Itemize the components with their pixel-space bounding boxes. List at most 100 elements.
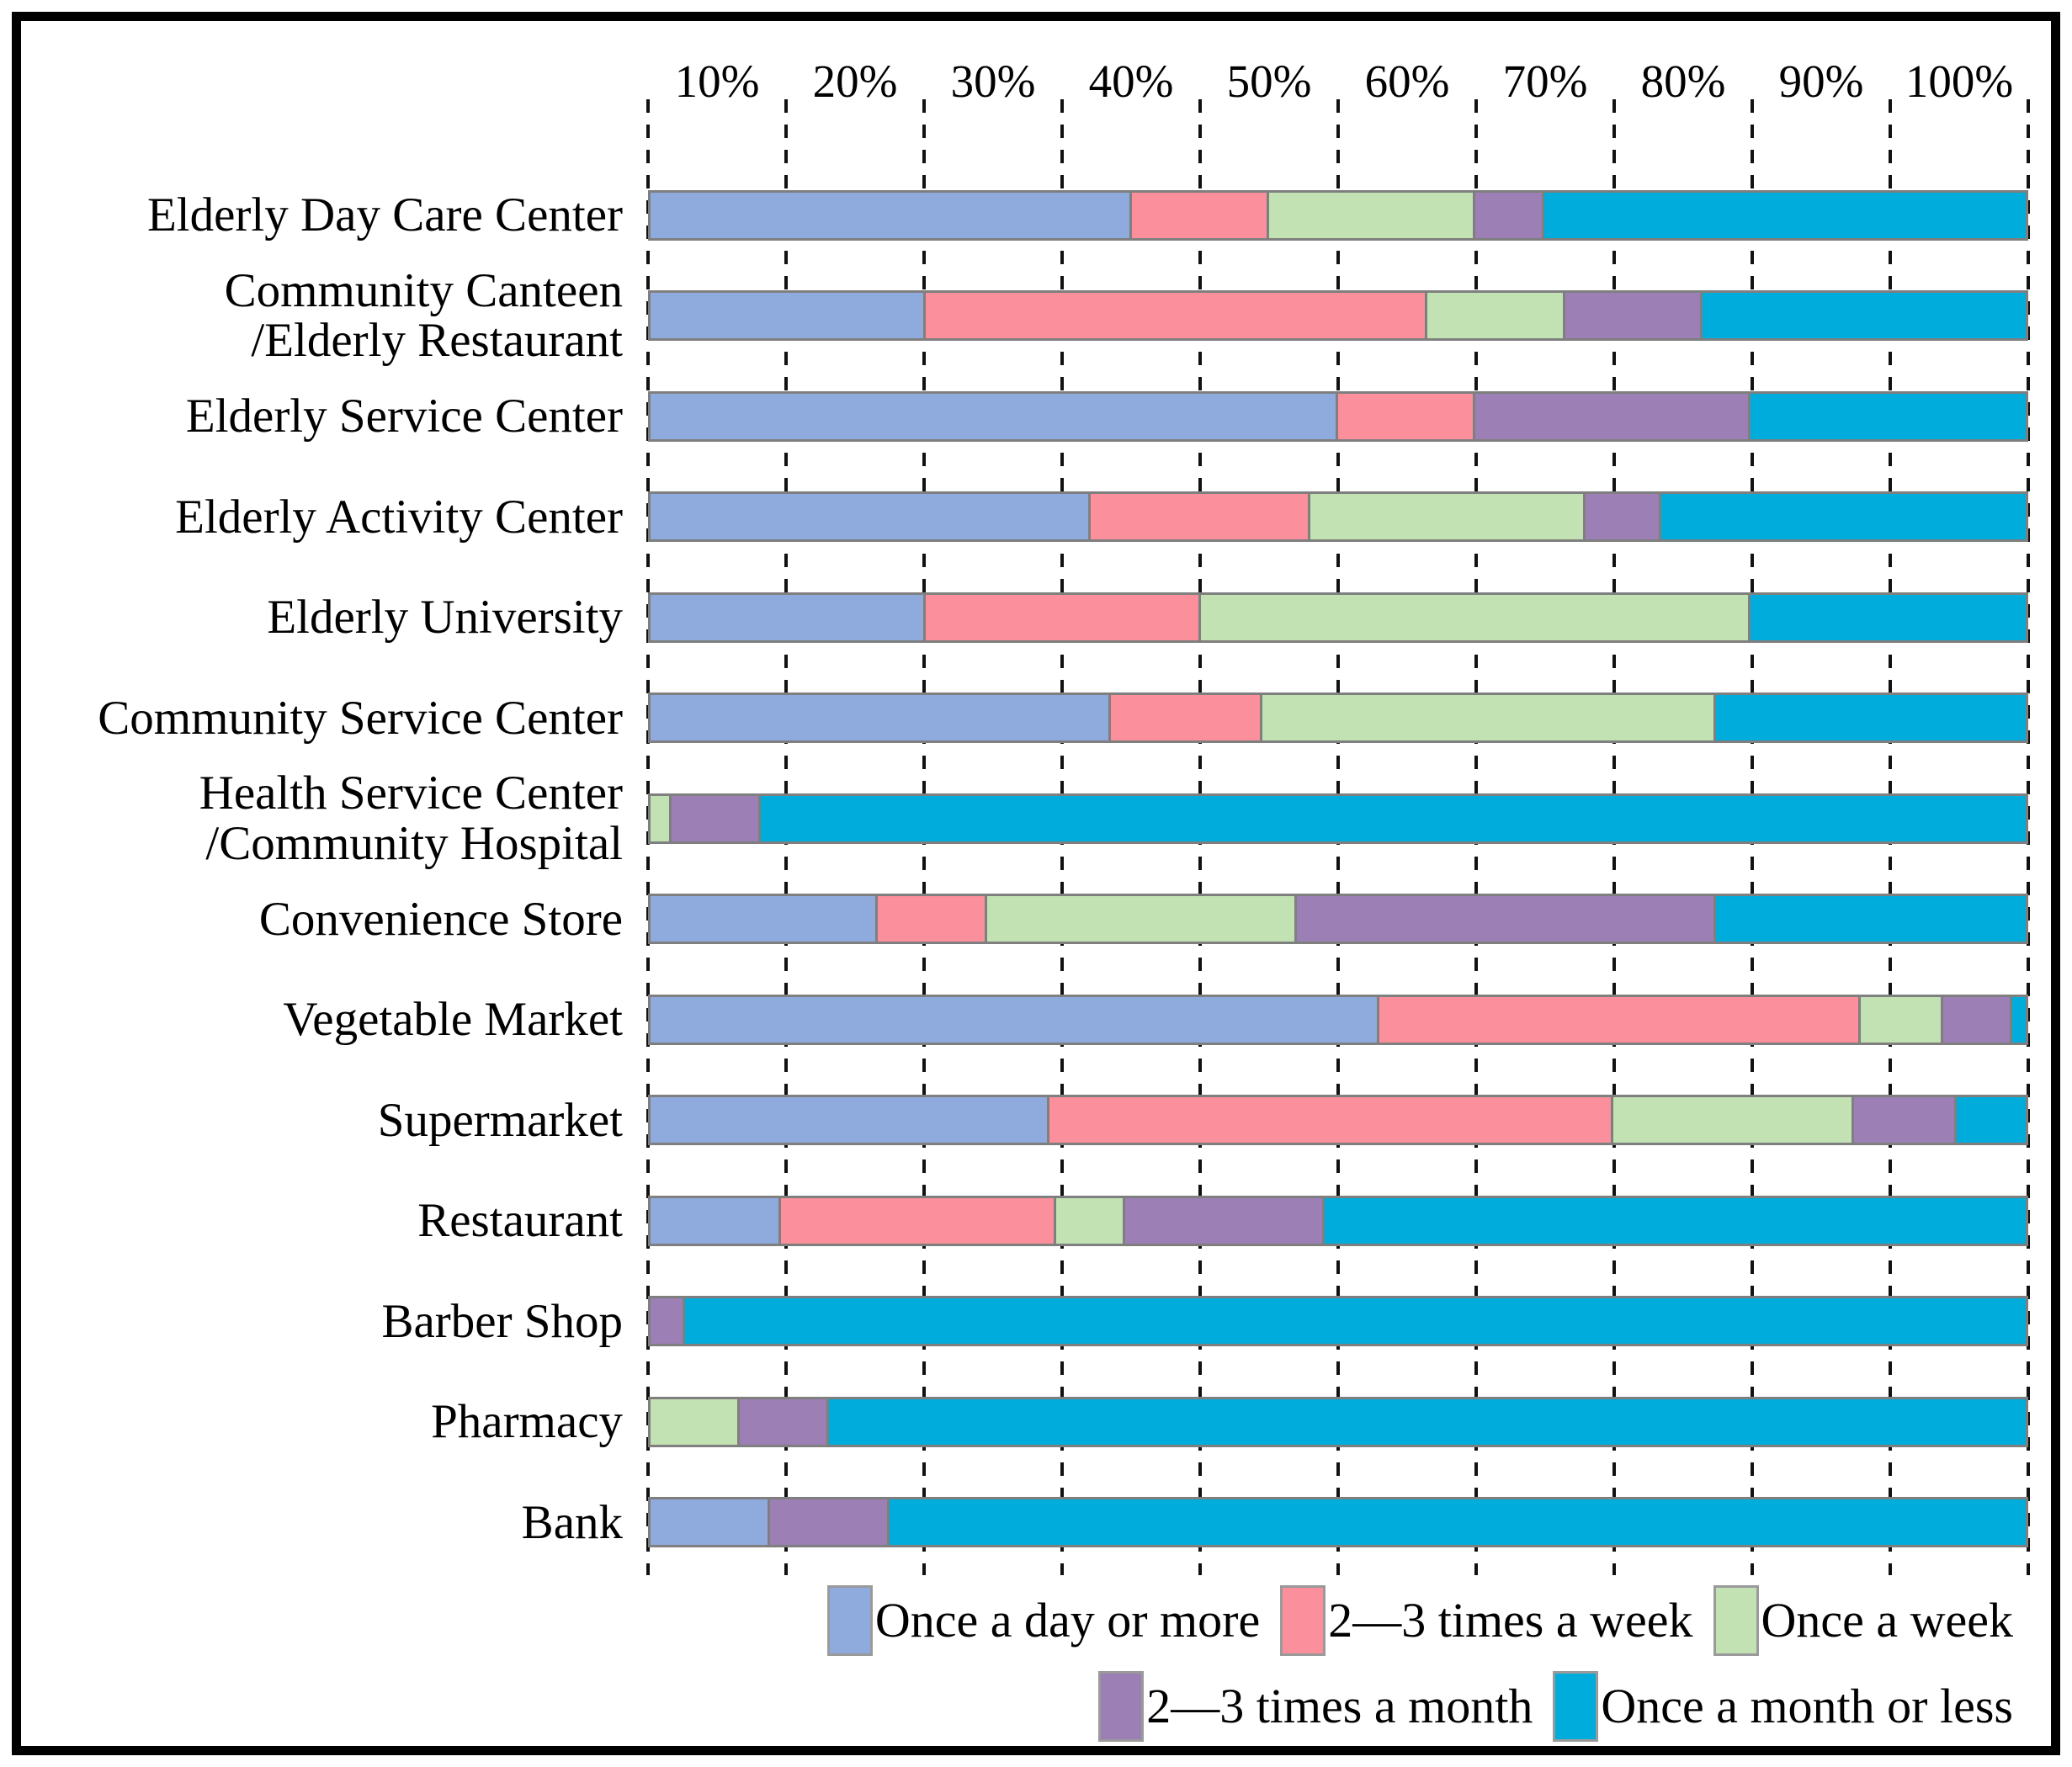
axis-tick-label: 60% <box>1364 56 1450 107</box>
bar-segment <box>651 1398 741 1445</box>
category-row: Convenience Store <box>0 869 2072 970</box>
category-row: Supermarket <box>0 1070 2072 1171</box>
bar-segment <box>1111 695 1263 741</box>
legend-label: 2—3 times a month <box>1146 1679 1533 1733</box>
legend-item: Once a day or more <box>826 1585 1261 1656</box>
bar-segment <box>651 494 1091 540</box>
category-label: Convenience Store <box>258 892 623 946</box>
gridline <box>2027 99 2030 1575</box>
axis-tick-label: 90% <box>1778 56 1864 107</box>
bar-segment <box>1612 1097 1854 1144</box>
axis-tick-label: 30% <box>950 56 1036 107</box>
bar-segment <box>1586 494 1661 540</box>
legend-label: Once a day or more <box>874 1593 1261 1648</box>
stacked-bar <box>648 592 2028 643</box>
bar-segment <box>1090 494 1311 540</box>
bar-segment <box>1269 192 1476 238</box>
axis-tick-label: 80% <box>1640 56 1726 107</box>
bar-segment <box>684 1298 2026 1345</box>
bar-segment <box>1427 293 1565 339</box>
bar-segment <box>651 594 926 640</box>
category-label: Pharmacy <box>431 1395 623 1449</box>
bar-segment <box>651 695 1112 741</box>
category-row: Health Service Center /Community Hospita… <box>0 768 2072 869</box>
bar-segment <box>1262 695 1717 741</box>
category-row: Elderly Activity Center <box>0 467 2072 568</box>
bar-segment <box>651 1298 685 1345</box>
stacked-bar <box>648 189 2028 241</box>
bar-segment <box>760 795 2026 841</box>
bar-segment <box>1860 996 1943 1043</box>
bar-segment <box>1660 494 2026 540</box>
bar-segment <box>2011 996 2026 1043</box>
bar-segment <box>1716 896 2026 942</box>
bar-segment <box>925 594 1201 640</box>
x-axis-tick-labels: 10% 20% 30% 40% 50% 60% 70% 80% 90% 100% <box>648 52 2028 111</box>
category-row: Bank <box>0 1472 2072 1573</box>
stacked-bar <box>648 994 2028 1045</box>
bar-segment <box>740 1398 830 1445</box>
legend-row-2: 2—3 times a month Once a month or less <box>1098 1671 2013 1742</box>
bar-segment <box>671 795 761 841</box>
stacked-bar <box>648 491 2028 543</box>
stacked-bar <box>648 1195 2028 1246</box>
bar-segment <box>770 1499 890 1546</box>
bar-segment <box>651 293 926 339</box>
bar-segment <box>1310 494 1586 540</box>
stacked-bar <box>648 390 2028 442</box>
legend-swatch <box>826 1585 873 1656</box>
bar-segment <box>651 393 1338 439</box>
bar-segment <box>1324 1197 2026 1244</box>
category-row: Community Canteen /Elderly Restaurant <box>0 266 2072 367</box>
category-label: Barber Shop <box>381 1294 623 1348</box>
category-row: Elderly Service Center <box>0 366 2072 467</box>
category-row: Pharmacy <box>0 1372 2072 1472</box>
stacked-bar <box>648 290 2028 342</box>
bar-segment <box>877 896 988 942</box>
category-label: Restaurant <box>417 1194 623 1248</box>
bar-segment <box>1942 996 2012 1043</box>
bar-segment <box>1131 192 1270 238</box>
bar-segment <box>1853 1097 1958 1144</box>
category-label: Elderly Activity Center <box>175 490 623 544</box>
legend-swatch <box>1713 1585 1759 1656</box>
category-label: Health Service Center /Community Hospita… <box>199 767 623 870</box>
category-row: Restaurant <box>0 1170 2072 1271</box>
stacked-bar <box>648 692 2028 744</box>
category-row: Barber Shop <box>0 1271 2072 1372</box>
category-label: Vegetable Market <box>283 993 623 1047</box>
category-label: Community Canteen /Elderly Restaurant <box>224 263 623 368</box>
legend-swatch <box>1280 1585 1326 1656</box>
bar-segment <box>1544 192 2026 238</box>
bar-segment <box>651 795 672 841</box>
bar-segment <box>1124 1197 1325 1244</box>
axis-tick-label: 50% <box>1226 56 1312 107</box>
category-row: Elderly Day Care Center <box>0 165 2072 266</box>
legend-item: 2—3 times a month <box>1098 1671 1533 1742</box>
axis-tick-label: 70% <box>1502 56 1588 107</box>
axis-tick-label: 10% <box>674 56 760 107</box>
bar-segment <box>890 1499 2026 1546</box>
category-label: Bank <box>521 1495 623 1549</box>
bar-segment <box>1296 896 1717 942</box>
category-rows: Elderly Day Care Center Community Canteen… <box>0 165 2072 1573</box>
bar-segment <box>1702 293 2026 339</box>
bar-segment <box>1716 695 2026 741</box>
bar-segment <box>651 192 1132 238</box>
stacked-bar <box>648 1396 2028 1447</box>
bar-segment <box>1200 594 1751 640</box>
bar-segment <box>1056 1197 1125 1244</box>
bar-segment <box>1565 293 1703 339</box>
legend-item: Once a week <box>1713 1585 2013 1656</box>
bar-segment <box>1049 1097 1613 1144</box>
category-label: Supermarket <box>377 1093 623 1147</box>
category-row: Community Service Center <box>0 668 2072 769</box>
category-label: Elderly Day Care Center <box>146 188 623 242</box>
bar-segment <box>1338 393 1476 439</box>
bar-segment <box>925 293 1428 339</box>
stacked-bar <box>648 1095 2028 1146</box>
axis-tick-label: 100% <box>1905 56 2014 107</box>
category-label: Community Service Center <box>98 691 623 745</box>
category-label: Elderly Service Center <box>185 390 623 443</box>
